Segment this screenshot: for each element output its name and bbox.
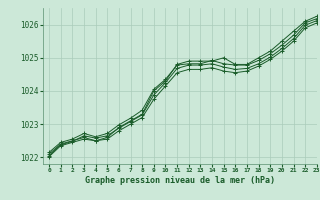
X-axis label: Graphe pression niveau de la mer (hPa): Graphe pression niveau de la mer (hPa) xyxy=(85,176,275,185)
